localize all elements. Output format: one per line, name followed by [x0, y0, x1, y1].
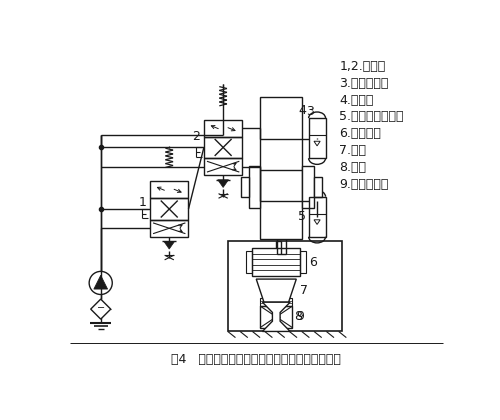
Bar [300, 251, 306, 273]
Bar [308, 118, 326, 158]
Bar [204, 158, 242, 175]
Text: 9: 9 [296, 310, 304, 323]
Text: 1: 1 [138, 196, 146, 209]
Bar [204, 136, 242, 158]
Polygon shape [90, 299, 110, 319]
Text: 8: 8 [294, 310, 302, 323]
Text: 8.试件: 8.试件 [340, 161, 366, 174]
Bar [248, 166, 260, 208]
Text: 7: 7 [300, 284, 308, 297]
Bar [241, 177, 248, 197]
Bar [150, 198, 188, 220]
Polygon shape [218, 180, 228, 187]
Bar [260, 306, 292, 328]
Bar [204, 120, 242, 136]
Text: −: − [96, 302, 105, 312]
Text: 1,2.伺服阀: 1,2.伺服阀 [340, 60, 386, 73]
Polygon shape [94, 275, 108, 289]
Text: 6.谐振砝码: 6.谐振砝码 [340, 127, 382, 140]
Text: 3.激振液压缸: 3.激振液压缸 [340, 76, 389, 89]
Bar [260, 298, 292, 306]
Text: 6: 6 [310, 256, 318, 269]
Text: 2: 2 [192, 130, 200, 143]
Text: 7.夹头: 7.夹头 [340, 144, 366, 158]
Text: 9.负荷传感器: 9.负荷传感器 [340, 178, 389, 191]
Bar [302, 166, 314, 208]
Bar [308, 197, 326, 237]
Bar [150, 220, 188, 237]
Polygon shape [262, 302, 290, 331]
Bar [150, 181, 188, 198]
Bar [272, 302, 280, 306]
Polygon shape [164, 241, 174, 249]
Text: 图4   谐振式电液伺服疲劳试验机液压系统原理图: 图4 谐振式电液伺服疲劳试验机液压系统原理图 [172, 354, 341, 366]
Text: 4: 4 [298, 104, 306, 117]
Text: 5.平均负载液压缸: 5.平均负载液压缸 [340, 110, 404, 123]
Polygon shape [256, 279, 296, 302]
Bar [246, 251, 252, 273]
Bar [260, 97, 302, 239]
Text: 4.蓄能器: 4.蓄能器 [340, 94, 374, 107]
Bar [252, 248, 300, 276]
Bar [314, 177, 322, 197]
Text: 3: 3 [306, 105, 314, 118]
Bar [228, 241, 342, 331]
Text: 5: 5 [298, 210, 306, 223]
